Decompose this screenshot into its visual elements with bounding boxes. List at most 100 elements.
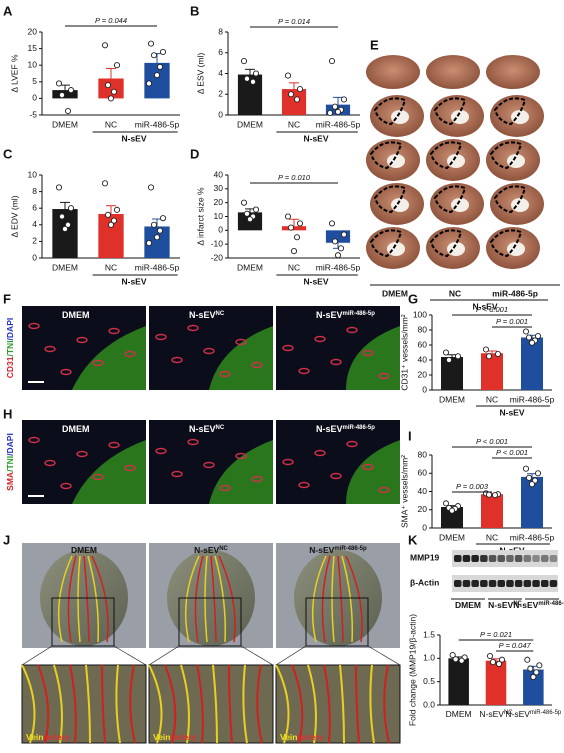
x-tick-label-sup: miR-486-5p: [530, 710, 562, 716]
panel-letter: K: [408, 532, 418, 547]
slice-lumen: [391, 198, 409, 212]
slice-lumen: [451, 110, 469, 124]
vessel: [346, 326, 358, 334]
vessel: [171, 356, 183, 364]
data-point: [340, 231, 348, 238]
blot-band: [541, 580, 549, 587]
data-point: [104, 82, 112, 89]
legend-part: /artery: [43, 732, 69, 742]
data-point: [448, 507, 456, 514]
vessel-line: [323, 664, 331, 744]
vessel: [251, 475, 263, 483]
data-point: [147, 184, 155, 191]
group-label: N-sEVNC: [488, 600, 522, 610]
data-point: [101, 180, 109, 187]
data-point: [527, 665, 534, 672]
data-point: [113, 206, 121, 213]
vessel: [298, 367, 310, 375]
zoom-connector: [113, 645, 147, 666]
data-point: [159, 215, 167, 222]
legend-part: /artery: [170, 732, 196, 742]
vessel-line: [210, 555, 217, 643]
vessel: [330, 358, 342, 366]
tile-label-sup: miR-486-5p: [343, 311, 376, 317]
data-point: [494, 350, 502, 358]
x-tick-label-base: DMEM: [446, 709, 472, 719]
vessel: [92, 473, 104, 481]
panel-letter: H: [3, 406, 12, 421]
x-tick-label-base: N-sEV: [505, 709, 530, 719]
data-point: [150, 221, 158, 228]
y-tick-label: 0.5: [423, 676, 435, 686]
blot-band: [497, 580, 505, 587]
zoom-box: [305, 597, 369, 647]
infarct-outline: [489, 229, 523, 258]
data-point: [104, 211, 112, 218]
data-point: [536, 662, 543, 669]
x-tick-label: miR-486-5p: [135, 119, 180, 129]
data-point: [337, 245, 345, 252]
data-point: [328, 58, 336, 65]
zoom-connector: [148, 645, 180, 666]
tissue-green: [72, 440, 146, 504]
zoom-connector: [240, 645, 274, 666]
vessel-line: [355, 664, 360, 744]
bar: [98, 214, 124, 258]
x-tick-label: DMEM: [52, 119, 78, 129]
zoom-connector: [367, 645, 401, 666]
tile-label: N-sEVmiR-486-5p: [309, 545, 367, 555]
data-point: [442, 349, 450, 356]
y-tick-label: 10: [214, 211, 224, 221]
y-tick-label: 20: [28, 26, 38, 36]
bar: [281, 226, 307, 231]
data-point: [522, 328, 530, 335]
tile-label-sup: NC: [216, 311, 225, 317]
bar: [521, 476, 543, 528]
data-point: [525, 334, 533, 341]
side-label-part: /TNI: [5, 456, 15, 472]
vessel: [28, 436, 40, 444]
blot-band: [480, 580, 488, 587]
data-point: [445, 356, 453, 364]
blot-band: [514, 580, 523, 587]
vessel: [251, 361, 263, 369]
vessel-line: [37, 664, 50, 744]
vessel-line: [212, 664, 218, 744]
bar: [52, 209, 78, 258]
blot-band: [523, 555, 532, 562]
data-point: [110, 217, 118, 224]
data-point: [334, 108, 342, 115]
vessel: [219, 370, 231, 378]
side-label: CD31/TNI/DAPI: [5, 318, 15, 378]
x-tick-label: DMEM: [439, 532, 465, 542]
data-point: [442, 500, 450, 507]
blot-label: β-Actin: [410, 577, 439, 587]
y-tick-label: 10: [28, 169, 38, 179]
group-label: N-sEV: [121, 276, 146, 286]
data-point: [528, 339, 536, 346]
data-point: [67, 87, 75, 94]
y-tick-label: 20: [214, 197, 224, 207]
tile-label: DMEM: [62, 310, 90, 320]
tile-label: DMEM: [71, 545, 97, 555]
data-point: [55, 184, 63, 191]
blot-band: [506, 555, 514, 562]
data-point: [58, 213, 66, 220]
tile-label-base: DMEM: [71, 545, 97, 555]
group-label: N-sEV: [499, 407, 524, 417]
bar: [237, 74, 263, 115]
blot-band: [471, 580, 479, 587]
vessel-line: [83, 555, 90, 643]
data-point: [525, 474, 533, 481]
data-point: [240, 199, 248, 206]
vessel-line: [101, 664, 106, 744]
data-point: [331, 238, 339, 245]
data-point: [293, 234, 301, 241]
vessel-line: [383, 664, 390, 744]
data-point: [145, 80, 153, 87]
vessel-line: [311, 555, 327, 643]
side-label-part: CD31: [5, 356, 15, 378]
data-point: [340, 96, 348, 103]
significance-label: P = 0.010: [278, 173, 311, 182]
bar: [485, 660, 507, 705]
